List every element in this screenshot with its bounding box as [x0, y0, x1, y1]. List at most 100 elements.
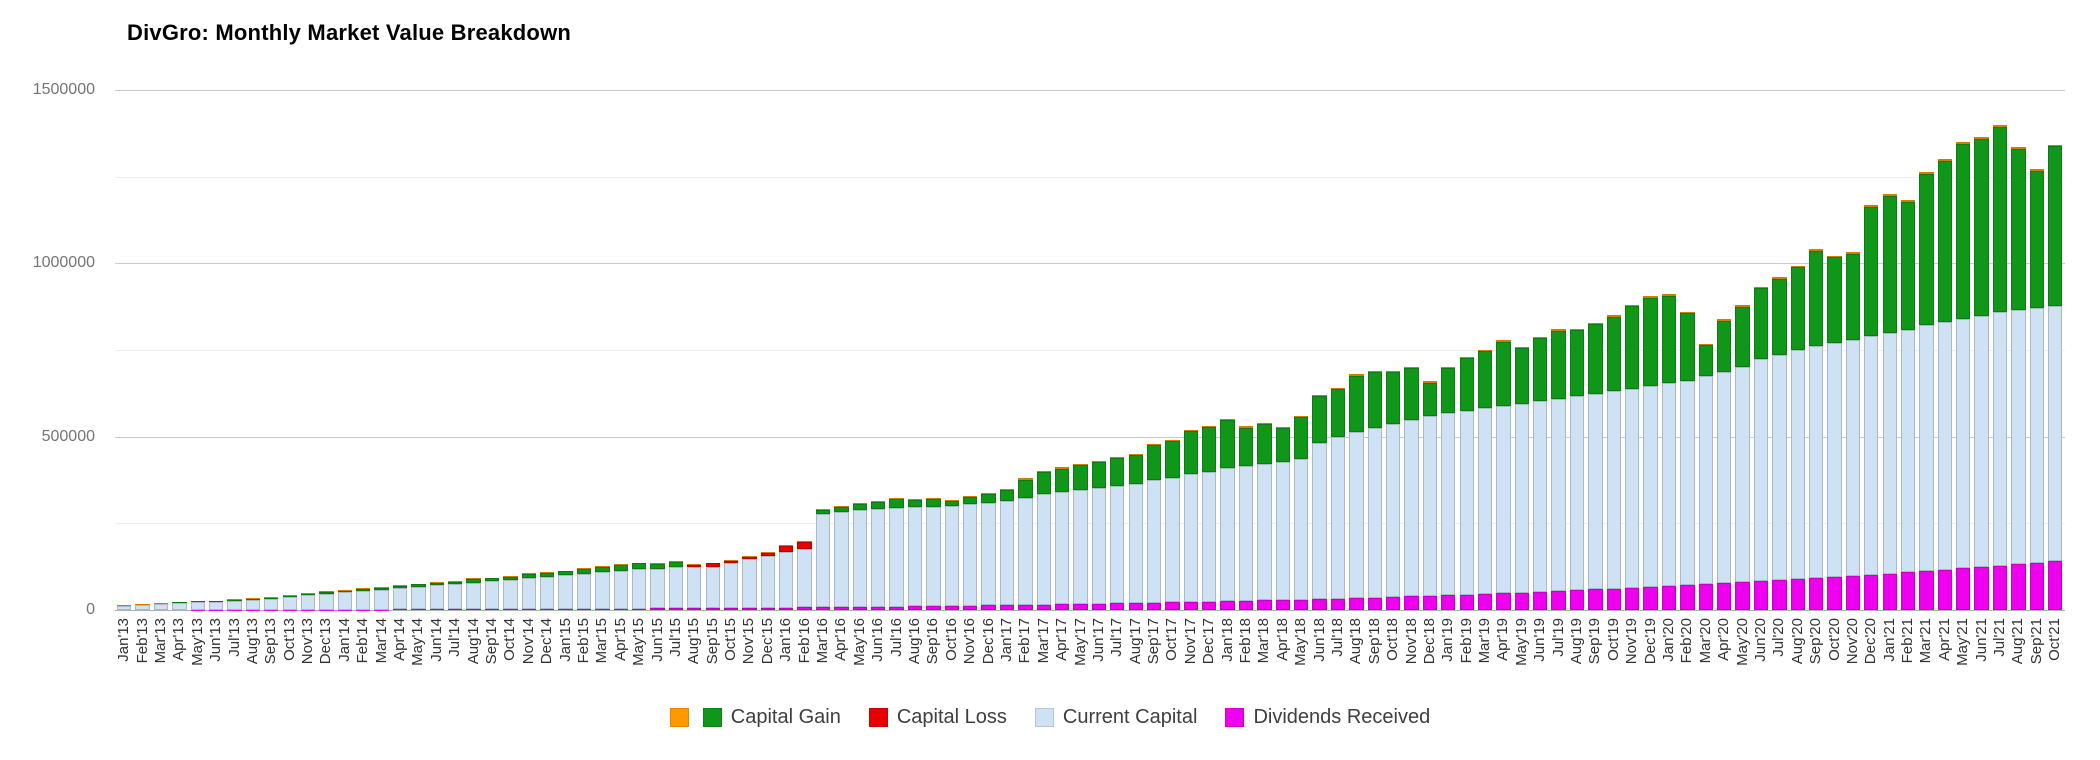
bar-segment-orange: [907, 498, 923, 500]
bar-segment-orange: [1202, 426, 1217, 428]
bar: [1275, 90, 1290, 610]
bar-slot: [1439, 90, 1457, 610]
bar-slot: [1310, 90, 1328, 610]
bar-segment-dividends-received: [1533, 591, 1548, 610]
bar-segment-capital-gain: [1588, 324, 1603, 394]
bar-segment-current-capital: [1569, 396, 1585, 591]
bar-slot: [1678, 90, 1696, 610]
bar-segment-capital-gain: [392, 586, 408, 589]
bar-segment-current-capital: [944, 506, 959, 606]
x-axis-slot: Oct'17: [1163, 613, 1181, 697]
bar: [1183, 90, 1199, 610]
x-axis-slot: Nov'19: [1623, 613, 1641, 697]
bar-segment-capital-loss: [760, 553, 776, 557]
bar-segment-capital-gain: [1220, 420, 1235, 468]
bar-segment-dividends-received: [1680, 585, 1695, 610]
bar-segment-current-capital: [1790, 350, 1805, 580]
bar-segment-capital-gain: [1845, 253, 1861, 341]
bar: [153, 90, 169, 610]
bar-segment-current-capital: [190, 601, 205, 610]
bar-segment-dividends-received: [484, 609, 500, 610]
x-axis-label: Jul'18: [1328, 618, 1346, 657]
bar-segment-orange: [429, 581, 444, 583]
x-axis-slot: Jan'13: [115, 613, 133, 697]
bar-segment-orange: [1937, 158, 1953, 161]
bar: [705, 90, 720, 610]
bar-segment-orange: [1588, 322, 1603, 325]
bar-segment-orange: [1054, 467, 1070, 469]
bar-segment-current-capital: [1772, 354, 1787, 581]
bar-segment-current-capital: [1864, 335, 1879, 575]
bar-segment-orange: [1864, 205, 1879, 207]
bar-segment-orange: [1827, 255, 1842, 258]
bar: [1790, 90, 1805, 610]
bar-segment-current-capital: [1091, 487, 1107, 604]
bar: [1459, 90, 1474, 610]
bar-segment-dividends-received: [429, 609, 444, 610]
bar-segment-orange: [889, 498, 904, 500]
bar: [668, 90, 684, 610]
bar-segment-orange: [1459, 356, 1474, 359]
bar-segment-current-capital: [356, 590, 371, 610]
bar-segment-capital-gain: [834, 506, 849, 512]
bar: [1054, 90, 1070, 610]
bar-segment-capital-gain: [1974, 138, 1989, 316]
x-axis-slot: Dec'17: [1200, 613, 1218, 697]
bar-segment-current-capital: [466, 582, 481, 610]
bar-segment-current-capital: [631, 569, 647, 609]
x-axis-slot: Jan'18: [1218, 613, 1236, 697]
bar-segment-current-capital: [1238, 465, 1254, 601]
bar-slot: [1163, 90, 1181, 610]
bar-slot: [1733, 90, 1751, 610]
bar-segment-orange: [1772, 277, 1787, 279]
bar: [1551, 90, 1566, 610]
bar-segment-orange: [1845, 252, 1861, 254]
bar-slot: [1292, 90, 1310, 610]
bar-segment-current-capital: [484, 581, 500, 610]
x-axis-slot: Nov'15: [740, 613, 758, 697]
legend-swatch-capital-gain: [702, 708, 722, 727]
x-axis-slot: Sep'16: [924, 613, 942, 697]
legend-swatch-orange: [669, 708, 689, 727]
bar-segment-orange: [1900, 200, 1916, 203]
bar-segment-orange: [797, 541, 812, 543]
bar-segment-capital-gain: [1625, 306, 1640, 389]
bar-slot: [759, 90, 777, 610]
x-axis-label: Apr'18: [1273, 618, 1291, 661]
bar-segment-capital-gain: [1036, 472, 1051, 494]
x-axis-label: Feb'16: [795, 618, 813, 664]
bar-segment-orange: [1441, 366, 1456, 369]
x-axis-slot: Aug'14: [464, 613, 482, 697]
bar-slot: [906, 90, 924, 610]
x-axis-slot: Feb'19: [1458, 613, 1476, 697]
bar-segment-capital-gain: [2011, 149, 2026, 311]
bar-segment-current-capital: [392, 588, 408, 610]
bar-segment-capital-gain: [153, 603, 169, 605]
x-axis-label: Jan'15: [556, 618, 574, 662]
bar-segment-orange: [117, 605, 132, 606]
bar-segment-dividends-received: [1275, 600, 1290, 610]
bar: [484, 90, 500, 610]
x-axis-label: May'21: [1954, 618, 1972, 666]
bar-segment-current-capital: [1643, 385, 1658, 587]
bar: [337, 90, 353, 610]
bar-slot: [575, 90, 593, 610]
bar-segment-dividends-received: [1404, 596, 1419, 610]
bar: [1312, 90, 1327, 610]
bar-segment-dividends-received: [466, 609, 481, 610]
x-axis-label: Apr'16: [832, 618, 850, 661]
bar-segment-orange: [1110, 457, 1125, 459]
x-axis-label: Oct'15: [722, 618, 740, 661]
bar-segment-orange: [834, 505, 849, 507]
x-axis-label: Feb'19: [1457, 618, 1475, 664]
x-axis-slot: Jun'14: [428, 613, 446, 697]
bar-slot: [1145, 90, 1163, 610]
bar-segment-current-capital: [797, 548, 812, 608]
bar-segment-dividends-received: [1864, 574, 1879, 610]
x-axis-label: Jun'17: [1089, 618, 1107, 662]
bar-segment-capital-gain: [1735, 306, 1750, 368]
bar: [1091, 90, 1107, 610]
bar-slot: [1899, 90, 1917, 610]
x-axis-label: Mar'13: [151, 618, 169, 664]
x-axis-slot: May'13: [189, 613, 207, 697]
